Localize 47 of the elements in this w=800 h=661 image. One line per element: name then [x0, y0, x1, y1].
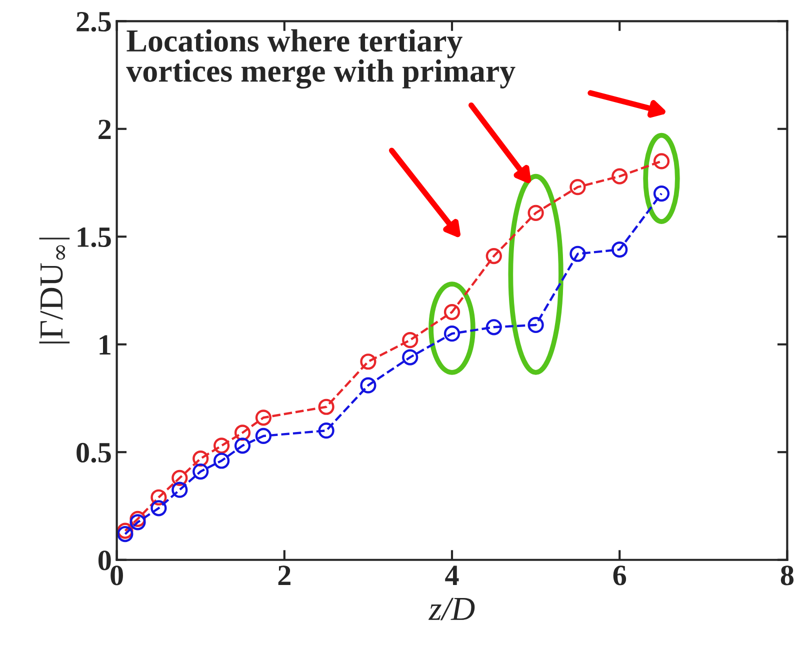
point: [612, 242, 628, 258]
point: [150, 500, 167, 516]
point: [255, 410, 272, 426]
point: [234, 438, 251, 454]
point: [486, 319, 502, 336]
point: [528, 204, 544, 221]
point: [360, 377, 376, 394]
annotation: Locations where tertiary vortices merge with primary: [126, 29, 516, 89]
y-tick-label: 0: [98, 550, 111, 570]
point: [528, 316, 544, 334]
point: [117, 526, 134, 542]
point: [570, 179, 586, 196]
x-axis-title: z/D: [428, 598, 475, 620]
point: [255, 428, 272, 444]
point: [486, 248, 502, 264]
point: [653, 153, 670, 170]
y-tick-label: 2.5: [76, 12, 111, 32]
y-tick-label: 2: [98, 120, 111, 140]
point: [172, 470, 188, 486]
point: [318, 422, 334, 439]
point: [192, 463, 209, 480]
point: [130, 514, 146, 530]
point: [444, 304, 460, 320]
point: [172, 482, 188, 498]
point: [444, 326, 460, 342]
point: [150, 489, 167, 506]
x-tick-label: 4: [445, 566, 459, 585]
point: [234, 424, 251, 441]
point: [318, 398, 334, 415]
x-tick-label: 2: [278, 566, 290, 585]
point: [570, 246, 586, 262]
y-tick-label: 1.5: [78, 228, 111, 248]
point: [130, 510, 146, 527]
point: [192, 450, 209, 467]
y-axis-title: |Γ/DU$_{∞}$|: [39, 238, 70, 344]
x-tick-label: 6: [613, 566, 626, 586]
point: [612, 168, 628, 184]
point: [402, 332, 418, 348]
y-tick-label: 1: [100, 335, 110, 354]
point: [213, 452, 230, 469]
point: [213, 438, 230, 454]
x-tick-label: 8: [780, 566, 794, 586]
point: [360, 354, 376, 370]
point: [402, 349, 418, 366]
point: [653, 185, 670, 202]
y-tick-label: 0.5: [76, 442, 111, 463]
point: [117, 522, 134, 539]
